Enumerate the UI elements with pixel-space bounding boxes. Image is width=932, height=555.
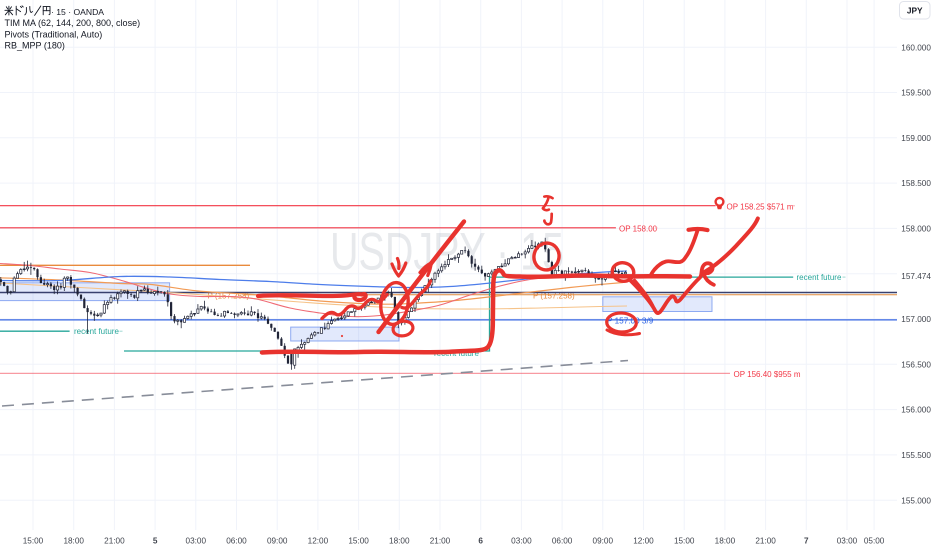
svg-text:7: 7	[804, 537, 809, 546]
svg-text:15:00: 15:00	[348, 537, 369, 546]
svg-text:156.500: 156.500	[901, 360, 931, 369]
svg-text:15:00: 15:00	[23, 537, 44, 546]
svg-text:06:00: 06:00	[552, 537, 573, 546]
svg-text:155.500: 155.500	[901, 451, 931, 460]
svg-text:157.000: 157.000	[901, 315, 931, 324]
svg-text:OP 158.00: OP 158.00	[619, 224, 658, 233]
svg-text:05:00: 05:00	[864, 537, 885, 546]
svg-text:18:00: 18:00	[63, 537, 84, 546]
svg-text:P (157.258): P (157.258)	[533, 292, 575, 301]
svg-text:157.474: 157.474	[901, 272, 931, 281]
svg-text:5: 5	[153, 537, 158, 546]
svg-text:12:00: 12:00	[633, 537, 654, 546]
svg-text:06:00: 06:00	[226, 537, 247, 546]
svg-text:09:00: 09:00	[267, 537, 288, 546]
svg-text:recent future: recent future	[74, 327, 119, 336]
svg-text:03:00: 03:00	[511, 537, 532, 546]
svg-text:21:00: 21:00	[755, 537, 776, 546]
svg-text:Pivots (Traditional, Auto): Pivots (Traditional, Auto)	[5, 29, 103, 39]
svg-text:158.500: 158.500	[901, 179, 931, 188]
svg-text:156.000: 156.000	[901, 406, 931, 415]
svg-text:160.000: 160.000	[901, 43, 931, 52]
svg-text:18:00: 18:00	[715, 537, 736, 546]
svg-text:158.000: 158.000	[901, 225, 931, 234]
svg-text:12:00: 12:00	[308, 537, 329, 546]
svg-text:JPY: JPY	[907, 5, 923, 15]
svg-text:159.000: 159.000	[901, 134, 931, 143]
svg-text:15:00: 15:00	[674, 537, 695, 546]
svg-text:recent future: recent future	[797, 273, 842, 282]
svg-text:OP 156.40 $955 m: OP 156.40 $955 m	[734, 370, 801, 379]
svg-text:155.000: 155.000	[901, 496, 931, 505]
svg-text:OP 158.25 $571 m: OP 158.25 $571 m	[727, 202, 794, 211]
svg-text:P 157.00 3/9: P 157.00 3/9	[607, 316, 654, 325]
svg-text:6: 6	[478, 537, 483, 546]
svg-text:18:00: 18:00	[389, 537, 410, 546]
svg-text:21:00: 21:00	[430, 537, 451, 546]
svg-text:03:00: 03:00	[837, 537, 858, 546]
svg-text:09:00: 09:00	[593, 537, 614, 546]
svg-text:TIM MA (62, 144, 200, 800, clo: TIM MA (62, 144, 200, 800, close)	[5, 18, 141, 28]
svg-text:· 15 · OANDA: · 15 · OANDA	[51, 7, 104, 17]
svg-text:RB_MPP (180): RB_MPP (180)	[5, 41, 65, 51]
svg-text:159.500: 159.500	[901, 89, 931, 98]
svg-text:21:00: 21:00	[104, 537, 125, 546]
svg-text:03:00: 03:00	[186, 537, 207, 546]
